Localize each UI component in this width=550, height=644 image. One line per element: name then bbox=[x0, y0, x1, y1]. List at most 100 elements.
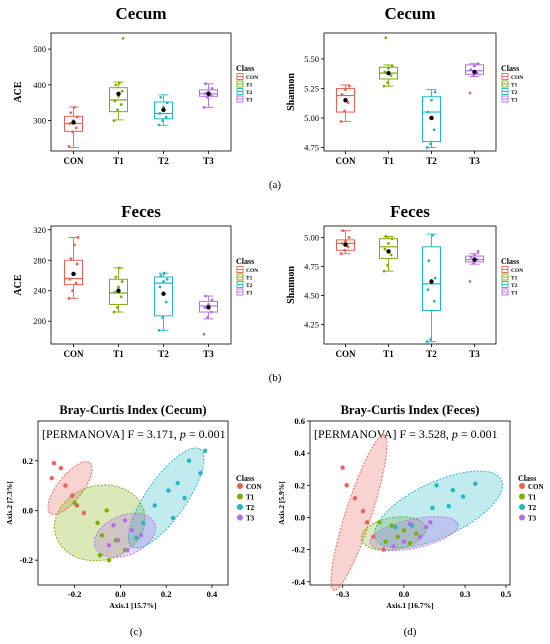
point-t2 bbox=[165, 277, 169, 281]
point-con bbox=[352, 495, 358, 501]
point-t2 bbox=[430, 98, 433, 102]
legend-label-t3: T3 bbox=[511, 98, 518, 104]
legend-label-t1: T1 bbox=[246, 494, 255, 502]
point-t1 bbox=[112, 119, 116, 123]
point-con bbox=[67, 144, 71, 148]
legend-key-t1 bbox=[519, 493, 525, 500]
point-t1 bbox=[407, 540, 413, 546]
point-t2 bbox=[186, 458, 192, 463]
x-tick-label-t3: T3 bbox=[469, 349, 480, 359]
y-axis-label: Shannon bbox=[286, 73, 297, 111]
point-t1 bbox=[119, 295, 123, 299]
point-t2 bbox=[430, 505, 435, 511]
point-t1 bbox=[383, 247, 387, 251]
point-t1 bbox=[95, 520, 100, 526]
point-t1 bbox=[104, 508, 109, 513]
chart-title: Feces bbox=[390, 202, 430, 221]
y-tick-label: 0.4 bbox=[294, 448, 305, 458]
point-t3 bbox=[418, 534, 423, 539]
permanova-p-symbol: p bbox=[451, 427, 458, 441]
point-t1 bbox=[387, 241, 390, 245]
y-axis-label: ACE bbox=[13, 81, 24, 102]
point-con bbox=[58, 466, 64, 471]
x-tick-label-con: CON bbox=[336, 156, 357, 166]
y-tick-label: 0.0 bbox=[294, 512, 305, 522]
y-tick-label: -0.2 bbox=[20, 555, 33, 565]
point-t2 bbox=[426, 110, 430, 114]
point-t3 bbox=[472, 261, 475, 265]
y-tick-label: 4.75 bbox=[304, 142, 319, 152]
point-t3 bbox=[125, 548, 130, 553]
chart-title: Cecum bbox=[385, 4, 436, 23]
legend-label-t2: T2 bbox=[511, 90, 518, 96]
mean-t3 bbox=[206, 305, 211, 310]
chart-title: Bray-Curtis Index (Feces) bbox=[341, 403, 480, 417]
point-con bbox=[346, 245, 350, 249]
point-con bbox=[73, 105, 76, 109]
point-t3 bbox=[204, 82, 208, 86]
point-con bbox=[75, 115, 79, 119]
y-axis-label: ACE bbox=[13, 274, 24, 295]
point-t2 bbox=[161, 119, 165, 123]
y-tick-label: 4.25 bbox=[304, 319, 319, 329]
point-t2 bbox=[163, 271, 166, 275]
y-tick-label: 320 bbox=[33, 225, 46, 235]
x-tick-label-con: CON bbox=[64, 349, 85, 359]
ellipse-con bbox=[330, 434, 388, 591]
point-t1 bbox=[113, 99, 117, 103]
point-con bbox=[76, 236, 80, 239]
chart-title: Feces bbox=[121, 202, 161, 221]
point-t1 bbox=[389, 523, 394, 528]
y-tick-label: 0.2 bbox=[22, 456, 33, 466]
point-t2 bbox=[433, 276, 437, 280]
legend-label-con: CON bbox=[528, 483, 544, 491]
point-t3 bbox=[469, 68, 473, 71]
y-tick-label: 200 bbox=[33, 316, 46, 326]
point-t1 bbox=[121, 36, 125, 40]
point-t3 bbox=[115, 538, 121, 543]
point-t1 bbox=[395, 534, 400, 539]
box-t1 bbox=[379, 238, 398, 259]
y-axis-label: Shannon bbox=[286, 266, 297, 304]
legend-label-t2: T2 bbox=[246, 90, 253, 96]
point-t1 bbox=[413, 531, 419, 536]
permanova-annotation: [PERMANOVA] F = 3.528, p = 0.001 bbox=[314, 427, 498, 441]
y-tick-label: 5.00 bbox=[304, 113, 319, 123]
legend-key-t3 bbox=[237, 514, 243, 521]
point-con bbox=[347, 236, 351, 239]
point-con bbox=[343, 248, 346, 252]
legend-label-t2: T2 bbox=[246, 504, 255, 512]
point-t2 bbox=[159, 95, 163, 99]
point-t3 bbox=[206, 315, 210, 319]
point-t3 bbox=[203, 92, 207, 95]
point-t3 bbox=[472, 74, 475, 77]
point-t2 bbox=[166, 488, 171, 493]
mean-con bbox=[343, 98, 348, 103]
point-t2 bbox=[170, 515, 176, 521]
x-tick-label-t1: T1 bbox=[113, 349, 124, 359]
point-con bbox=[67, 296, 71, 300]
legend-label-t1: T1 bbox=[511, 276, 518, 282]
point-t2 bbox=[134, 535, 139, 540]
point-t3 bbox=[428, 520, 433, 525]
point-t1 bbox=[114, 275, 118, 279]
legend-label-t3: T3 bbox=[511, 291, 518, 297]
point-t2 bbox=[473, 481, 478, 486]
point-t2 bbox=[202, 448, 208, 454]
point-t3 bbox=[138, 533, 144, 538]
legend-key-t3 bbox=[519, 514, 525, 521]
point-t2 bbox=[432, 128, 436, 132]
y-tick-label: 400 bbox=[33, 80, 46, 90]
x-tick-label-con: CON bbox=[336, 349, 357, 359]
pcoa-chart-2: Bray-Curtis Index (Feces) [PERMANOVA] F =… bbox=[277, 403, 544, 610]
point-t2 bbox=[432, 299, 436, 303]
x-tick-label-con: CON bbox=[64, 156, 85, 166]
x-tick-label-t2: T2 bbox=[426, 156, 437, 166]
x-tick-label: 0.5 bbox=[501, 589, 512, 599]
point-t2 bbox=[161, 315, 165, 319]
x-tick-label-t3: T3 bbox=[203, 349, 214, 359]
point-t2 bbox=[158, 285, 162, 289]
